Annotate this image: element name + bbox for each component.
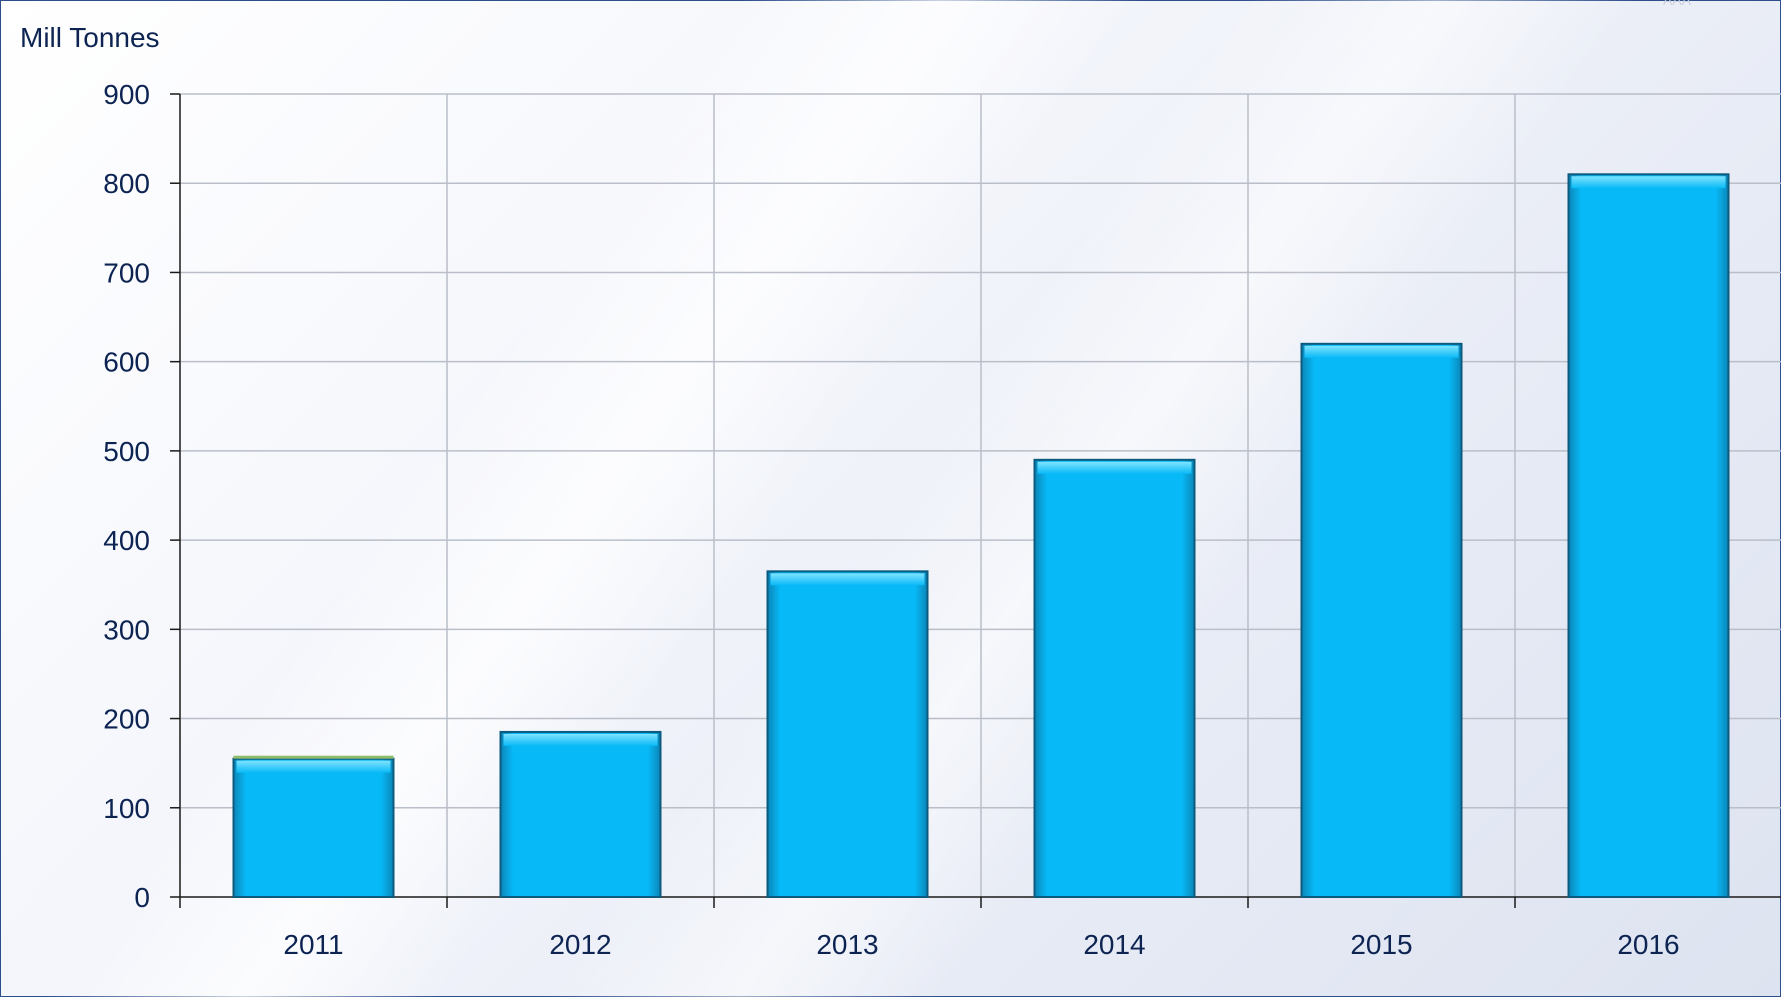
bar-top-highlight	[503, 733, 658, 746]
axes	[170, 93, 1781, 908]
bar-2011	[232, 757, 395, 899]
bar-top-highlight	[1037, 461, 1192, 474]
bar-group	[1567, 173, 1730, 899]
bar-2012	[499, 730, 662, 899]
y-tick-labels: 0 100 200 300 400 500 600 700 800 900	[103, 79, 150, 913]
y-tick-label: 400	[103, 525, 150, 556]
y-tick-label: 600	[103, 347, 150, 378]
x-tick-label: 2016	[1617, 929, 1679, 960]
y-tick-label: 800	[103, 168, 150, 199]
y-tick-label: 100	[103, 793, 150, 824]
bar-group	[232, 755, 395, 899]
bar-top-accent	[233, 755, 394, 759]
x-tick-label: 2013	[816, 929, 878, 960]
y-tick-label: 200	[103, 704, 150, 735]
gridlines	[180, 93, 1781, 897]
bar-top-highlight	[770, 573, 925, 586]
bar-2013	[766, 570, 929, 898]
bars	[232, 173, 1730, 899]
y-tick-label: 700	[103, 257, 150, 288]
y-tick-label: 0	[134, 882, 150, 913]
bar-group	[1033, 458, 1196, 898]
x-tick-labels: 2011 2012 2013 2014 2015 2016	[283, 929, 1679, 960]
bar-group	[766, 570, 929, 898]
bar-2015	[1300, 342, 1463, 899]
y-tick-label: 900	[103, 79, 150, 110]
x-tick-label: 2012	[549, 929, 611, 960]
bar-group	[499, 730, 662, 899]
bar-top-highlight	[236, 760, 391, 773]
bar-top-highlight	[1304, 345, 1459, 358]
y-tick-label: 300	[103, 614, 150, 645]
y-axis-unit-label: Mill Tonnes	[20, 22, 160, 53]
x-tick-label: 2014	[1083, 929, 1145, 960]
bar-2014	[1033, 458, 1196, 898]
bar-group	[1300, 342, 1463, 899]
y-tick-label: 500	[103, 436, 150, 467]
bar-2016	[1567, 173, 1730, 899]
bar-top-highlight	[1571, 176, 1726, 189]
x-tick-label: 2011	[283, 929, 343, 960]
x-tick-label: 2015	[1350, 929, 1412, 960]
corner-text: ААА	[1662, 0, 1691, 8]
